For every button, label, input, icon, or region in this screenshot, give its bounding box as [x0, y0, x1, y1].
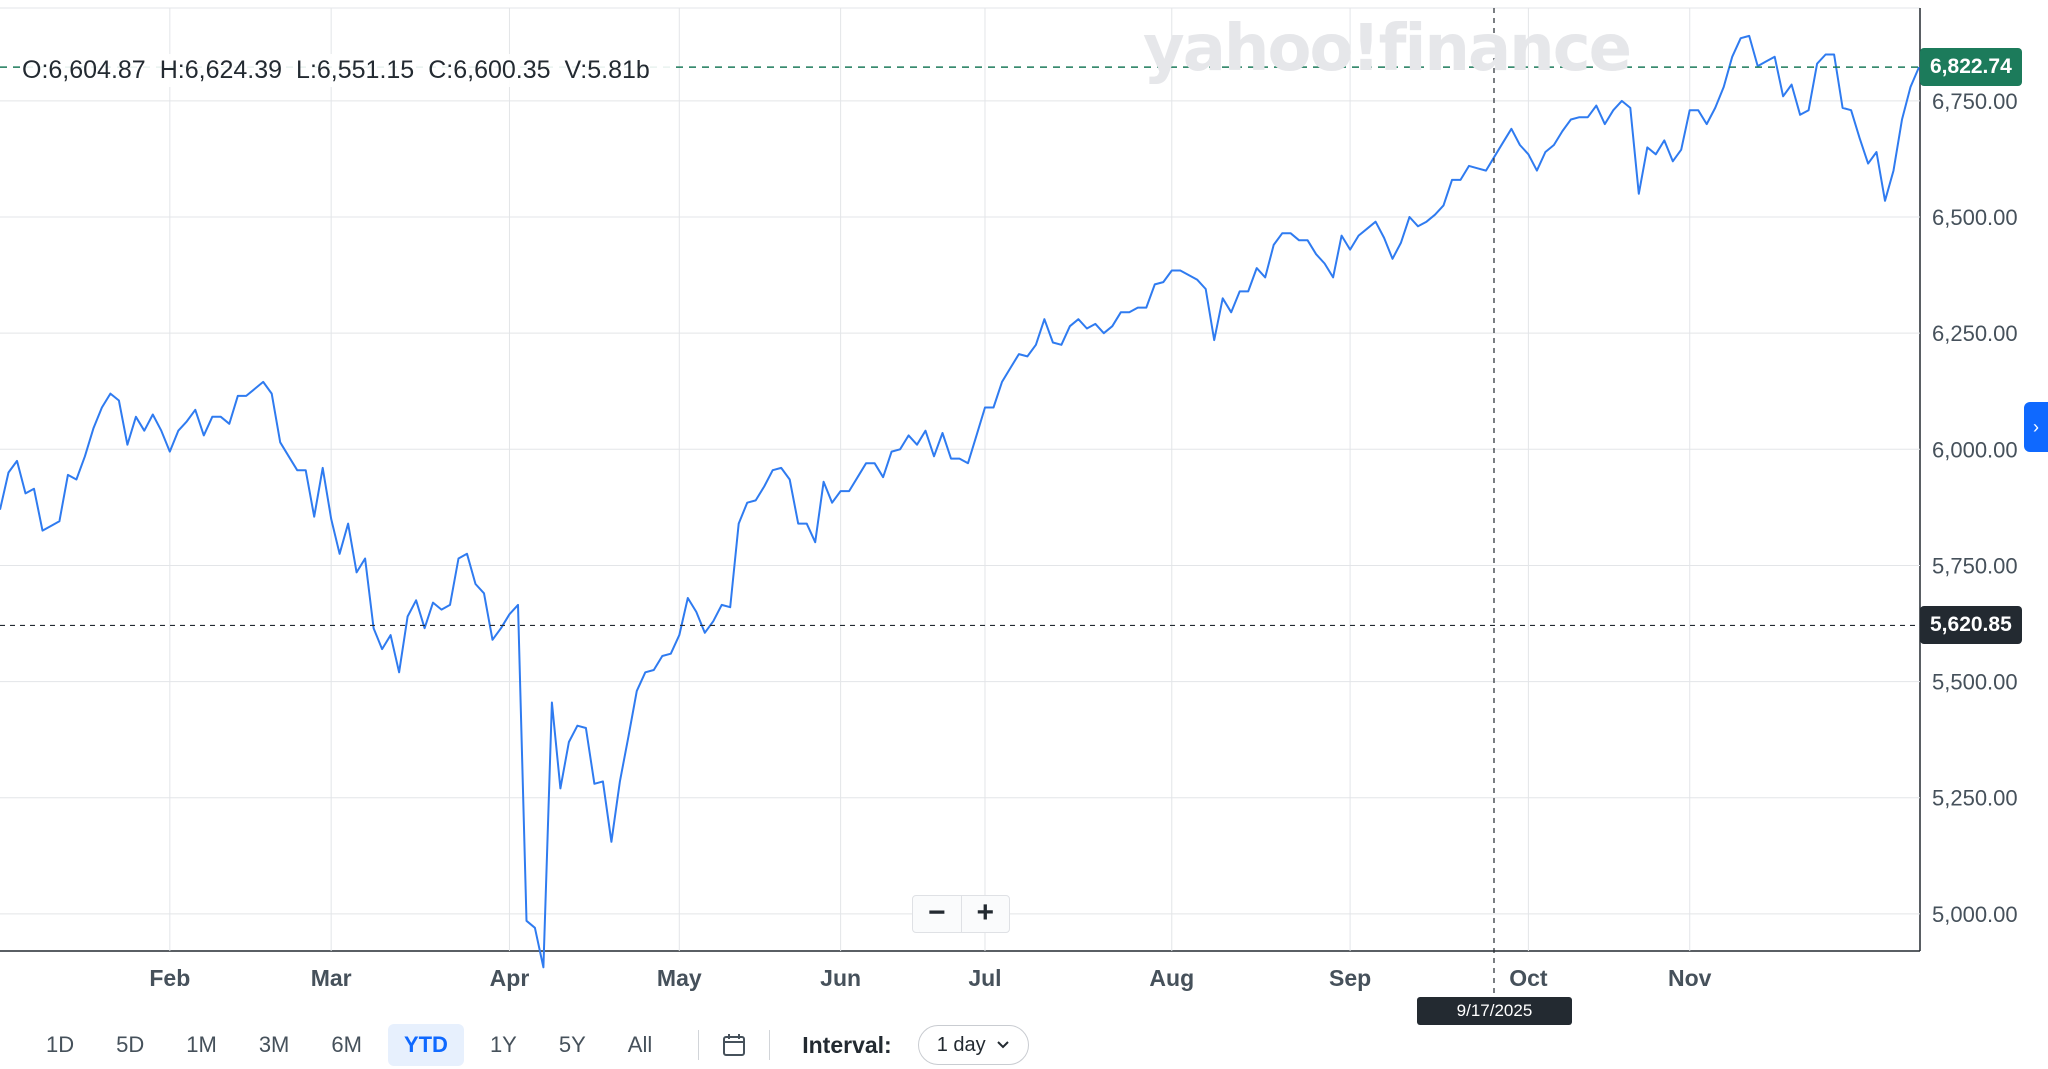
interval-dropdown[interactable]: 1 day [917, 1025, 1029, 1065]
volume-value: V:5.81b [564, 56, 650, 84]
ohlc-readout: O:6,604.87 H:6,624.39 L:6,551.15 C:6,600.35… [22, 54, 670, 87]
crosshair-price-tag: 5,620.85 [1920, 606, 2022, 645]
range-button-5y[interactable]: 5Y [558, 1032, 586, 1057]
range-button-3m[interactable]: 3M [258, 1032, 290, 1057]
y-tick-label: 5,000.00 [1932, 902, 2018, 927]
y-tick-label: 5,500.00 [1932, 670, 2018, 695]
y-tick-label: 6,500.00 [1932, 205, 2018, 230]
range-button-5d[interactable]: 5D [116, 1032, 145, 1057]
last-price-tag: 6,822.74 [1920, 48, 2022, 87]
chevron-right-icon: › [2033, 417, 2039, 437]
x-tick-label: Nov [1668, 965, 1712, 991]
range-button-1y[interactable]: 1Y [489, 1032, 517, 1057]
range-button-all[interactable]: All [627, 1032, 653, 1057]
x-tick-label: Mar [311, 965, 352, 991]
x-tick-label: Jun [820, 965, 861, 991]
range-buttons: 1D 5D 1M 3M 6M YTD 1Y 5Y All [30, 1024, 678, 1066]
x-tick-label: Aug [1149, 965, 1194, 991]
x-tick-label: Sep [1329, 965, 1371, 991]
plus-icon: + [976, 896, 995, 929]
x-tick-label: Feb [149, 965, 190, 991]
interval-label: Interval: [802, 1031, 892, 1058]
range-toolbar: 1D 5D 1M 3M 6M YTD 1Y 5Y All Interval: 1 day [30, 1023, 1029, 1067]
range-button-6m[interactable]: 6M [331, 1032, 362, 1057]
x-tick-label: May [657, 965, 702, 991]
y-tick-label: 6,750.00 [1932, 89, 2018, 114]
y-tick-label: 5,250.00 [1932, 786, 2018, 811]
range-button-1d[interactable]: 1D [46, 1032, 75, 1057]
calendar-icon[interactable] [721, 1032, 747, 1058]
x-tick-label: Jul [968, 965, 1001, 991]
chevron-down-icon [996, 1041, 1009, 1049]
minus-icon: − [927, 896, 946, 929]
zoom-controls: − + [912, 895, 1010, 933]
close-value: C:6,600.35 [428, 56, 551, 84]
toolbar-divider [698, 1030, 700, 1060]
toolbar-divider [769, 1030, 771, 1060]
price-line [0, 34, 1920, 969]
crosshair-date-badge: 9/17/2025 [1417, 997, 1572, 1025]
zoom-out-button[interactable]: − [913, 896, 961, 932]
yahoo-finance-watermark: yahoo!finance [1143, 12, 1632, 86]
x-tick-label: Apr [490, 965, 530, 991]
side-panel-toggle[interactable]: › [2024, 402, 2048, 452]
range-button-ytd[interactable]: YTD [387, 1024, 464, 1066]
zoom-in-button[interactable]: + [960, 896, 1010, 932]
open-value: O:6,604.87 [22, 56, 146, 84]
x-tick-label: Oct [1509, 965, 1548, 991]
y-tick-label: 5,750.00 [1932, 553, 2018, 578]
high-value: H:6,624.39 [159, 56, 283, 84]
price-chart[interactable]: Feb Mar Apr May Jun Jul Aug Sep Oct Nov 5,000.00 5… [0, 0, 2048, 1020]
y-tick-label: 6,000.00 [1932, 437, 2018, 462]
y-tick-label: 6,250.00 [1932, 321, 2018, 346]
range-button-1m[interactable]: 1M [186, 1032, 217, 1057]
interval-value: 1 day [936, 1033, 986, 1056]
low-value: L:6,551.15 [296, 56, 415, 84]
